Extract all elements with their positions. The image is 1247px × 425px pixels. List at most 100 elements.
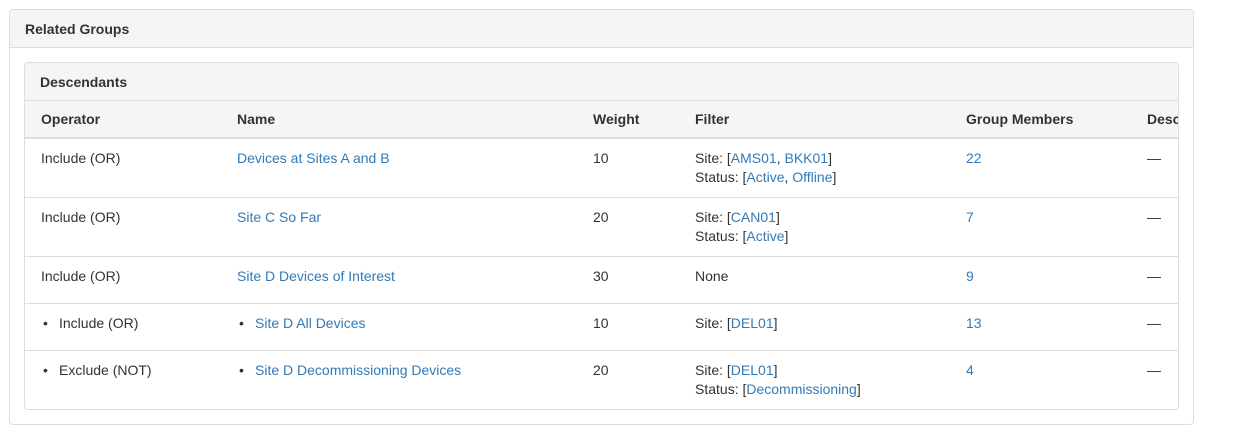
column-header-description: Description [1139, 101, 1178, 139]
cell-group-members: 22 [958, 138, 1139, 198]
filter-line: Site: [DEL01] [695, 314, 950, 333]
filter-prefix: Status: [ [695, 228, 747, 244]
cell-operator: • Include (OR) [25, 303, 229, 351]
bullet-icon: • [43, 315, 48, 331]
group-name-link[interactable]: Site D Devices of Interest [237, 268, 395, 284]
cell-description: — [1147, 150, 1161, 166]
group-members-count-link[interactable]: 13 [966, 315, 982, 331]
group-name-link[interactable]: Site D All Devices [255, 315, 366, 331]
descendants-panel: Descendants Operator Name Weight Filter … [24, 62, 1179, 410]
filter-suffix: ] [832, 169, 837, 185]
operator-label: Include (OR) [59, 315, 139, 331]
filter-prefix: Status: [ [695, 169, 747, 185]
filter-separator: , [784, 169, 793, 185]
nested-operator: • Include (OR) [41, 314, 221, 333]
filter-line: Site: [CAN01] [695, 208, 950, 227]
cell-filter: Site: [CAN01] Status: [Active] [687, 197, 958, 257]
column-header-operator: Operator [25, 101, 229, 139]
group-name-link[interactable]: Site D Decommissioning Devices [255, 362, 462, 378]
filter-value-link[interactable]: Decommissioning [746, 381, 857, 397]
filter-line: Site: [DEL01] [695, 361, 950, 380]
group-name-link[interactable]: Site C So Far [237, 209, 322, 225]
cell-weight: 20 [585, 350, 687, 409]
filter-suffix: ] [828, 150, 832, 166]
cell-operator: Include (OR) [25, 138, 229, 198]
cell-description: — [1139, 256, 1178, 304]
filter-line: Status: [Active, Offline] [695, 168, 950, 187]
table-row: Include (OR) Devices at Sites A and B 10 Si… [25, 138, 1178, 198]
cell-group-members: 13 [958, 303, 1139, 351]
cell-operator: • Exclude (NOT) [25, 350, 229, 409]
group-name-link[interactable]: Devices at Sites A and B [237, 150, 390, 166]
cell-operator: Include (OR) [25, 197, 229, 257]
cell-filter: Site: [AMS01, BKK01] Status: [Active, Off… [687, 138, 958, 198]
operator-label: Exclude (NOT) [59, 362, 152, 378]
group-members-count-link[interactable]: 4 [966, 362, 974, 378]
filter-value-link[interactable]: AMS01 [730, 150, 777, 166]
group-members-count-link[interactable]: 9 [966, 268, 974, 284]
cell-description: — [1139, 350, 1178, 409]
nested-name: • Site D All Devices [237, 314, 577, 333]
filter-line: Status: [Decommissioning] [695, 380, 950, 399]
column-header-name: Name [229, 101, 585, 139]
cell-description: — [1139, 303, 1178, 351]
filter-prefix: Site: [ [695, 150, 731, 166]
filter-prefix: Site: [ [695, 315, 731, 331]
related-groups-panel-body: Descendants Operator Name Weight Filter … [10, 48, 1193, 424]
table-row: Include (OR) Site D Devices of Interest 30… [25, 256, 1178, 304]
related-groups-panel: Related Groups Descendants Operator Name… [9, 9, 1194, 425]
filter-line: Site: [AMS01, BKK01] [695, 149, 950, 168]
filter-separator: , [776, 150, 785, 166]
cell-group-members: 4 [958, 350, 1139, 409]
filter-value-link[interactable]: DEL01 [730, 362, 774, 378]
related-groups-panel-heading: Related Groups [10, 10, 1193, 48]
filter-line: None [695, 267, 950, 286]
table-header: Operator Name Weight Filter Group Member… [25, 101, 1178, 139]
cell-filter: Site: [DEL01] [687, 303, 958, 351]
filter-value-link[interactable]: Offline [792, 169, 833, 185]
filter-prefix: None [695, 268, 729, 284]
filter-value-link[interactable]: Active [746, 228, 785, 244]
filter-prefix: Status: [ [695, 381, 747, 397]
operator-label: Include (OR) [41, 150, 121, 166]
page-title: Related Groups [25, 21, 130, 37]
cell-weight: 20 [585, 197, 687, 257]
cell-name: • Site D Decommissioning Devices [229, 350, 585, 409]
descendants-title: Descendants [40, 74, 128, 90]
cell-filter: Site: [DEL01] Status: [Decommissioning] [687, 350, 958, 409]
filter-value-link[interactable]: BKK01 [784, 150, 829, 166]
filter-prefix: Site: [ [695, 362, 731, 378]
cell-name: • Site D All Devices [229, 303, 585, 351]
filter-suffix: ] [775, 209, 780, 225]
descendants-table: Operator Name Weight Filter Group Member… [25, 101, 1178, 409]
operator-label: Include (OR) [41, 209, 121, 225]
column-header-filter: Filter [687, 101, 958, 139]
group-members-count-link[interactable]: 22 [966, 150, 982, 166]
descendants-panel-heading: Descendants [25, 63, 1178, 101]
filter-value-link[interactable]: CAN01 [730, 209, 776, 225]
operator-label: Include (OR) [41, 268, 121, 284]
cell-weight: 10 [593, 150, 609, 166]
bullet-icon: • [43, 362, 48, 378]
cell-group-members: 9 [958, 256, 1139, 304]
filter-line: Status: [Active] [695, 227, 950, 246]
cell-name: Site D Devices of Interest [229, 256, 585, 304]
bullet-icon: • [239, 315, 244, 331]
filter-prefix: Site: [ [695, 209, 731, 225]
cell-name: Devices at Sites A and B [229, 138, 585, 198]
group-members-count-link[interactable]: 7 [966, 209, 974, 225]
nested-operator: • Exclude (NOT) [41, 361, 221, 380]
table-row: • Include (OR) • Site D All Devices 10 Site: … [25, 303, 1178, 351]
cell-weight: 10 [585, 303, 687, 351]
cell-description: — [1139, 197, 1178, 257]
cell-name: Site C So Far [229, 197, 585, 257]
filter-value-link[interactable]: Active [746, 169, 785, 185]
column-header-group-members: Group Members [958, 101, 1139, 139]
cell-group-members: 7 [958, 197, 1139, 257]
bullet-icon: • [239, 362, 244, 378]
table-header-row: Operator Name Weight Filter Group Member… [25, 101, 1178, 139]
table-row: Include (OR) Site C So Far 20 Site: [CAN01]… [25, 197, 1178, 257]
cell-operator: Include (OR) [25, 256, 229, 304]
filter-value-link[interactable]: DEL01 [730, 315, 774, 331]
filter-suffix: ] [856, 381, 861, 397]
